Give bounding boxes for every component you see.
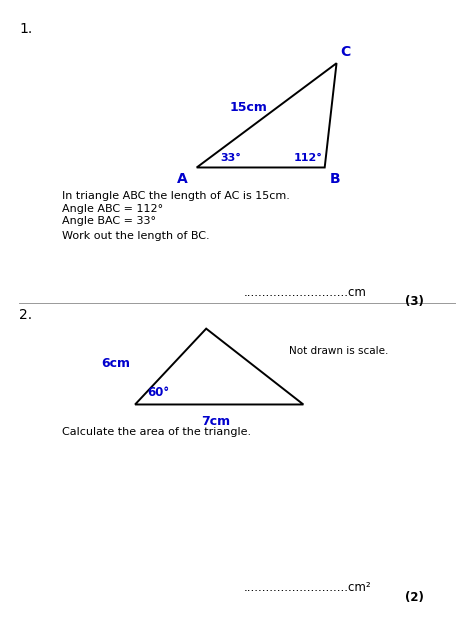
Text: Angle ABC = 112°: Angle ABC = 112°: [62, 204, 163, 214]
Text: 112°: 112°: [294, 153, 323, 163]
Text: A: A: [176, 172, 187, 186]
Text: 60°: 60°: [147, 386, 169, 399]
Text: ............................cm²: ............................cm²: [244, 581, 372, 595]
Text: (3): (3): [405, 295, 424, 308]
Text: 15cm: 15cm: [230, 101, 268, 114]
Text: (2): (2): [405, 591, 424, 604]
Text: B: B: [329, 172, 340, 186]
Text: Calculate the area of the triangle.: Calculate the area of the triangle.: [62, 427, 251, 437]
Text: 7cm: 7cm: [201, 415, 230, 428]
Text: 33°: 33°: [220, 153, 241, 163]
Text: C: C: [340, 46, 351, 59]
Text: Not drawn is scale.: Not drawn is scale.: [289, 346, 389, 356]
Text: ............................cm: ............................cm: [244, 286, 367, 299]
Text: 6cm: 6cm: [101, 357, 130, 370]
Text: In triangle ABC the length of AC is 15cm.: In triangle ABC the length of AC is 15cm…: [62, 191, 290, 202]
Text: Angle BAC = 33°: Angle BAC = 33°: [62, 216, 155, 226]
Text: Work out the length of BC.: Work out the length of BC.: [62, 231, 209, 241]
Text: 2.: 2.: [19, 308, 32, 322]
Text: 1.: 1.: [19, 22, 32, 36]
